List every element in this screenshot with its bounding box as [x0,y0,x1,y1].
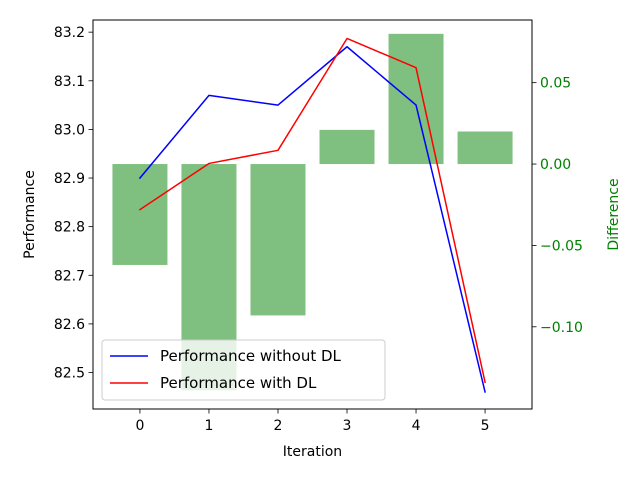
series-line-0 [138,45,486,393]
y-tick-label-1: 82.6 [54,317,85,333]
plot-frame [92,19,533,410]
difference-bar-4 [388,33,444,165]
difference-bar-0 [112,164,168,265]
difference-bars [112,33,513,391]
difference-bar-5 [457,131,513,165]
difference-bar-2 [250,164,306,316]
x-tick-label-5: 5 [481,418,490,434]
performance-lines [138,37,486,393]
x-tick-label-3: 3 [343,418,352,434]
legend-box [101,339,386,401]
series-line-1 [138,37,486,384]
x-tick-label-4: 4 [412,418,421,434]
y-right-axis-label: Difference [606,178,622,250]
y-right-tick-label-0: −0.10 [540,320,583,336]
legend: Performance without DL Performance with D… [101,339,386,401]
legend-label-0: Performance without DL [160,347,342,365]
x-axis-label: Iteration [283,444,342,460]
y-tick-label-0: 82.5 [54,366,85,382]
y-tick-label-6: 83.1 [54,74,85,90]
difference-bar-3 [319,129,375,165]
y-right-tick-label-3: 0.05 [540,76,571,92]
y-tick-label-7: 83.2 [54,25,85,41]
axes: 0 1 2 3 4 5 82.5 82.6 82.7 82.8 82.9 83.0 83.1 83.2 −0… [22,25,622,460]
y-tick-label-3: 82.8 [54,220,85,236]
y-tick-label-2: 82.7 [54,268,85,284]
x-tick-label-0: 0 [135,418,144,434]
y-tick-label-4: 82.9 [54,171,85,187]
y-axis-label: Performance [22,170,38,259]
y-right-tick-label-1: −0.05 [540,238,583,254]
y-tick-label-5: 83.0 [54,122,85,138]
y-right-tick-label-2: 0.00 [540,157,571,173]
x-tick-label-2: 2 [274,418,283,434]
x-tick-label-1: 1 [205,418,214,434]
legend-label-1: Performance with DL [160,374,317,392]
